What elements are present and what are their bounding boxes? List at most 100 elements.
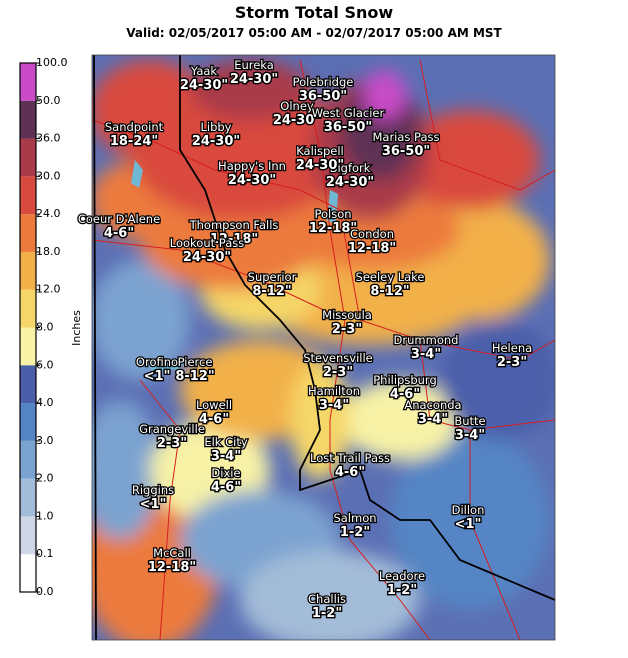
colorbar-band (20, 516, 36, 555)
snow-amount: 24-30" (180, 78, 228, 93)
place-name: Polson (314, 207, 351, 221)
snow-amount: 3-4" (211, 449, 241, 464)
place-name: Superior (248, 270, 297, 284)
snow-amount: 3-4" (319, 398, 349, 413)
place-name: Missoula (322, 308, 372, 322)
place-name: Dixie (211, 466, 240, 480)
colorbar-tick-label: 0.0 (36, 585, 54, 598)
map-subtitle: Valid: 02/05/2017 05:00 AM - 02/07/2017 … (126, 26, 502, 40)
place-name: Lowell (196, 398, 232, 412)
colorbar-tick-label: 8.0 (36, 321, 54, 334)
place-name: Happy's Inn (218, 159, 286, 173)
place-name: West Glacier (312, 106, 385, 120)
colorbar-tick-label: 2.0 (36, 472, 54, 485)
colorbar-band (20, 554, 36, 592)
place-name: Dillon (452, 503, 485, 517)
place-name: Stevensville (303, 351, 373, 365)
colorbar-tick-label: 50.0 (36, 94, 61, 107)
snow-amount: 2-3" (157, 436, 187, 451)
place-name: Helena (492, 341, 532, 355)
snow-amount: 8-12" (252, 284, 291, 299)
place-name: Polebridge (293, 75, 354, 89)
colorbar-band (20, 478, 36, 517)
place-name: Eureka (234, 58, 274, 72)
snow-amount: 1-2" (312, 606, 342, 621)
snow-amount: 36-50" (382, 144, 430, 159)
colorbar: Inches 0.0 0.1 1.0 2.0 3.0 4.0 6.0 8.0 12.0 18.0 2… (19, 56, 83, 598)
colorbar-tick-label: 4.0 (36, 396, 54, 409)
place-name: Leadore (379, 569, 425, 583)
snow-amount: 18-24" (110, 134, 158, 149)
place-name: Butte (454, 414, 485, 428)
snow-amount: 24-30" (296, 158, 344, 173)
colorbar-label: Inches (70, 310, 83, 346)
snow-amount: 24-30" (326, 175, 374, 190)
snow-amount: 36-50" (324, 120, 372, 135)
snow-amount: 24-30" (228, 173, 276, 188)
snow-field (92, 60, 555, 640)
place-name: Challis (308, 592, 346, 606)
map-title: Storm Total Snow (235, 3, 393, 22)
place-name: Yaak (190, 64, 218, 78)
snow-amount: 3-4" (411, 347, 441, 362)
colorbar-band (20, 403, 36, 441)
place-name: Sandpoint (105, 120, 164, 134)
place-name: Thompson Falls (189, 218, 279, 232)
colorbar-tick-label: 12.0 (36, 283, 61, 296)
snow-amount: 4-6" (104, 226, 134, 241)
snow-amount: 4-6" (390, 387, 420, 402)
colorbar-band (20, 63, 36, 101)
snow-amount: 36-50" (299, 89, 347, 104)
snow-amount: 4-6" (211, 480, 241, 495)
snow-amount: 8-12" (370, 284, 409, 299)
snow-amount: 4-6" (335, 465, 365, 480)
place-name: Olney (280, 99, 314, 113)
snow-amount: 24-30" (230, 72, 278, 87)
snow-amount: 2-3" (323, 365, 353, 380)
colorbar-tick-label: 30.0 (36, 169, 61, 182)
colorbar-tick-label: 18.0 (36, 245, 61, 258)
snow-amount: <1" (455, 517, 482, 532)
colorbar-band (20, 251, 36, 290)
colorbar-band (20, 289, 36, 328)
snow-amount: 12-18" (148, 560, 196, 575)
place-name: Coeur D'Alene (78, 212, 160, 226)
snow-amount: 8-12" (175, 369, 214, 384)
place-name: Orofino (136, 355, 178, 369)
snow-amount: 24-30" (192, 134, 240, 149)
place-name: Condon (350, 227, 394, 241)
place-name: Philipsburg (373, 373, 437, 387)
colorbar-tick-label: 3.0 (36, 434, 54, 447)
colorbar-tick-label: 0.1 (36, 547, 54, 560)
place-name: Bigfork (330, 161, 371, 175)
place-name: Salmon (333, 511, 376, 525)
snow-amount: 12-18" (210, 232, 258, 247)
place-name: Lookout Pass (170, 236, 244, 250)
place-name: McCall (153, 546, 191, 560)
colorbar-band (20, 214, 36, 252)
place-name: Libby (200, 120, 231, 134)
snow-amount: 12-18" (309, 221, 357, 236)
snow-amount: <1" (144, 369, 171, 384)
lakes (131, 160, 338, 371)
snow-amount: 2-3" (332, 322, 362, 337)
roads (92, 59, 555, 640)
snow-amount: 1-2" (340, 525, 370, 540)
snow-amount: 3-4" (455, 428, 485, 443)
place-name: Anaconda (404, 398, 461, 412)
colorbar-band (20, 100, 36, 139)
place-name: Kalispell (296, 144, 344, 158)
place-name: Seeley Lake (356, 270, 425, 284)
colorbar-band (20, 365, 36, 404)
colorbar-tick-label: 24.0 (36, 207, 61, 220)
map-frame (91, 54, 556, 641)
place-name: Elk City (204, 435, 248, 449)
place-name: Marias Pass (372, 130, 439, 144)
snow-amount: 24-30" (183, 250, 231, 265)
colorbar-band (20, 138, 36, 177)
state-borders (93, 55, 555, 640)
place-name: Drummond (394, 333, 459, 347)
snow-amount: 1-2" (387, 583, 417, 598)
